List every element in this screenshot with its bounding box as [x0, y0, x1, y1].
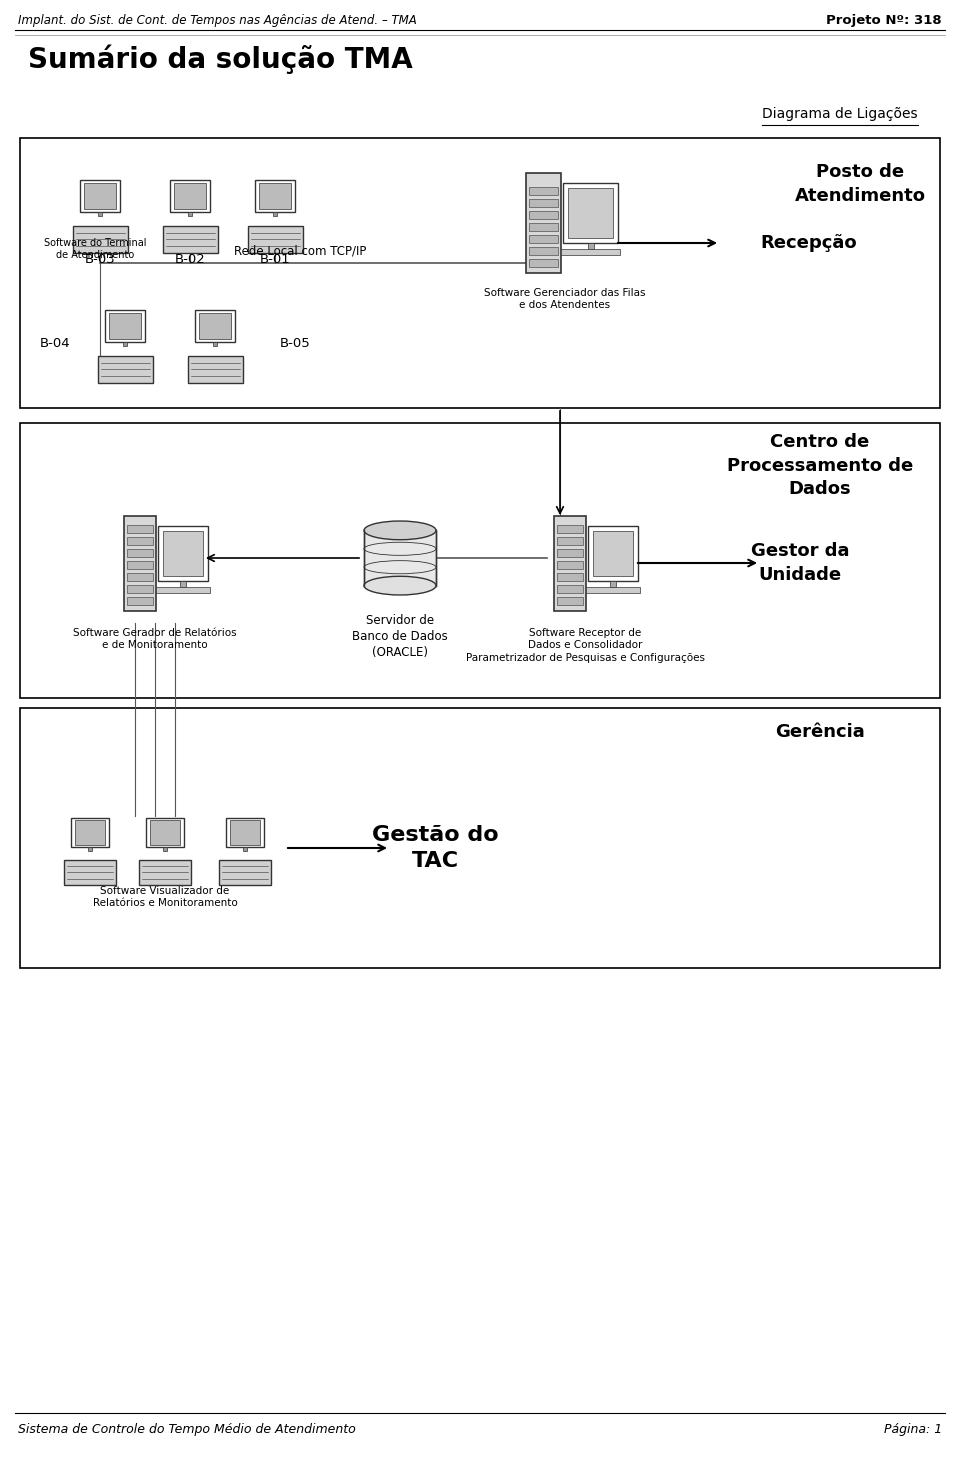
Bar — [588, 243, 593, 249]
Bar — [557, 585, 583, 592]
Bar — [529, 223, 558, 230]
Text: B-02: B-02 — [175, 254, 205, 265]
Bar — [199, 312, 230, 340]
Text: Implant. do Sist. de Cont. de Tempos nas Agências de Atend. – TMA: Implant. do Sist. de Cont. de Tempos nas… — [18, 13, 417, 26]
Bar — [127, 525, 153, 532]
Bar — [109, 312, 141, 340]
Bar — [174, 182, 205, 210]
Bar — [127, 548, 153, 557]
Bar — [213, 341, 217, 346]
Bar — [529, 198, 558, 207]
Text: Página: 1: Página: 1 — [884, 1423, 942, 1436]
Text: Software Gerenciador das Filas
e dos Atendentes: Software Gerenciador das Filas e dos Ate… — [484, 289, 646, 311]
Bar — [150, 821, 180, 844]
Bar — [127, 573, 153, 580]
Bar — [529, 187, 558, 195]
Bar — [219, 860, 271, 885]
Text: Rede Local com TCP/IP: Rede Local com TCP/IP — [234, 243, 366, 257]
Bar — [127, 537, 153, 544]
Bar — [554, 516, 586, 611]
Bar — [529, 260, 558, 267]
Bar — [73, 226, 128, 254]
Bar — [230, 821, 260, 844]
Bar — [529, 211, 558, 219]
Bar — [259, 182, 291, 210]
Bar — [529, 246, 558, 255]
Text: B-04: B-04 — [39, 337, 70, 350]
Text: Posto de
Atendimento: Posto de Atendimento — [795, 163, 925, 204]
Bar — [248, 226, 302, 254]
Bar — [124, 516, 156, 611]
Bar — [98, 356, 153, 383]
Text: Diagrama de Ligações: Diagrama de Ligações — [762, 106, 918, 121]
Bar — [180, 580, 186, 588]
Bar — [557, 560, 583, 569]
Text: Sistema de Controle do Tempo Médio de Atendimento: Sistema de Controle do Tempo Médio de At… — [18, 1423, 356, 1436]
Bar — [273, 211, 277, 216]
Bar — [170, 181, 210, 211]
Text: Gestão do
TAC: Gestão do TAC — [372, 825, 498, 872]
Text: Projeto Nº: 318: Projeto Nº: 318 — [827, 13, 942, 26]
Bar — [557, 548, 583, 557]
Bar — [106, 311, 145, 341]
Bar — [163, 847, 167, 851]
Ellipse shape — [364, 576, 436, 595]
Bar — [568, 188, 613, 238]
Bar — [84, 182, 116, 210]
Text: Servidor de
Banco de Dados
(ORACLE): Servidor de Banco de Dados (ORACLE) — [352, 614, 448, 659]
Text: Software Gerador de Relatórios
e de Monitoramento: Software Gerador de Relatórios e de Moni… — [73, 628, 237, 650]
Bar — [557, 537, 583, 544]
Bar — [71, 818, 108, 847]
Bar — [156, 588, 210, 593]
Bar — [146, 818, 183, 847]
Text: Software Visualizador de
Relatórios e Monitoramento: Software Visualizador de Relatórios e Mo… — [92, 886, 237, 908]
Bar — [162, 226, 218, 254]
Text: Gestor da
Unidade: Gestor da Unidade — [751, 542, 850, 583]
Text: Software Receptor de
Dados e Consolidador
Parametrizador de Pesquisas e Configur: Software Receptor de Dados e Consolidado… — [466, 628, 705, 663]
Bar — [243, 847, 247, 851]
Bar — [586, 588, 640, 593]
Text: Sumário da solução TMA: Sumário da solução TMA — [28, 45, 413, 74]
Bar — [529, 235, 558, 243]
Bar — [20, 423, 940, 698]
Text: B-01: B-01 — [259, 254, 290, 265]
Bar — [127, 585, 153, 592]
Bar — [75, 821, 105, 844]
Bar — [255, 181, 295, 211]
Text: Gerência: Gerência — [775, 723, 865, 741]
Bar — [227, 818, 264, 847]
Bar — [187, 356, 243, 383]
Bar — [127, 596, 153, 605]
Text: Centro de
Processamento de
Dados: Centro de Processamento de Dados — [727, 433, 913, 499]
Bar — [81, 181, 120, 211]
Text: Software do Terminal
de Atendimento: Software do Terminal de Atendimento — [44, 238, 146, 261]
Bar — [557, 525, 583, 532]
Bar — [557, 596, 583, 605]
Bar — [88, 847, 92, 851]
Bar — [561, 249, 620, 255]
Bar — [158, 526, 208, 580]
Bar — [98, 211, 102, 216]
Bar — [123, 341, 127, 346]
Text: B-03: B-03 — [84, 254, 115, 265]
Bar — [188, 211, 192, 216]
Bar — [195, 311, 235, 341]
Bar — [127, 560, 153, 569]
Bar — [610, 580, 616, 588]
Bar — [563, 184, 618, 243]
Bar — [20, 139, 940, 408]
Bar — [163, 531, 203, 576]
Bar — [364, 531, 436, 586]
Bar — [20, 709, 940, 968]
Bar — [557, 573, 583, 580]
Bar — [593, 531, 633, 576]
Bar — [588, 526, 638, 580]
Bar — [526, 174, 561, 273]
Text: Recepção: Recepção — [760, 233, 856, 252]
Text: B-05: B-05 — [279, 337, 310, 350]
Ellipse shape — [364, 521, 436, 539]
Bar — [139, 860, 191, 885]
Bar — [64, 860, 116, 885]
